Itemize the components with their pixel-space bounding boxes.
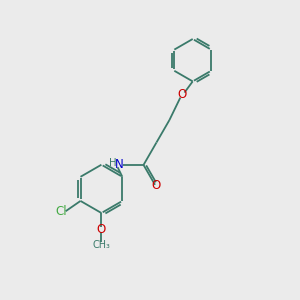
- Text: O: O: [152, 179, 161, 193]
- Text: O: O: [97, 223, 106, 236]
- Text: O: O: [178, 88, 187, 101]
- Text: Cl: Cl: [56, 205, 67, 218]
- Text: CH₃: CH₃: [92, 239, 110, 250]
- Text: H: H: [109, 158, 117, 168]
- Text: N: N: [115, 158, 124, 171]
